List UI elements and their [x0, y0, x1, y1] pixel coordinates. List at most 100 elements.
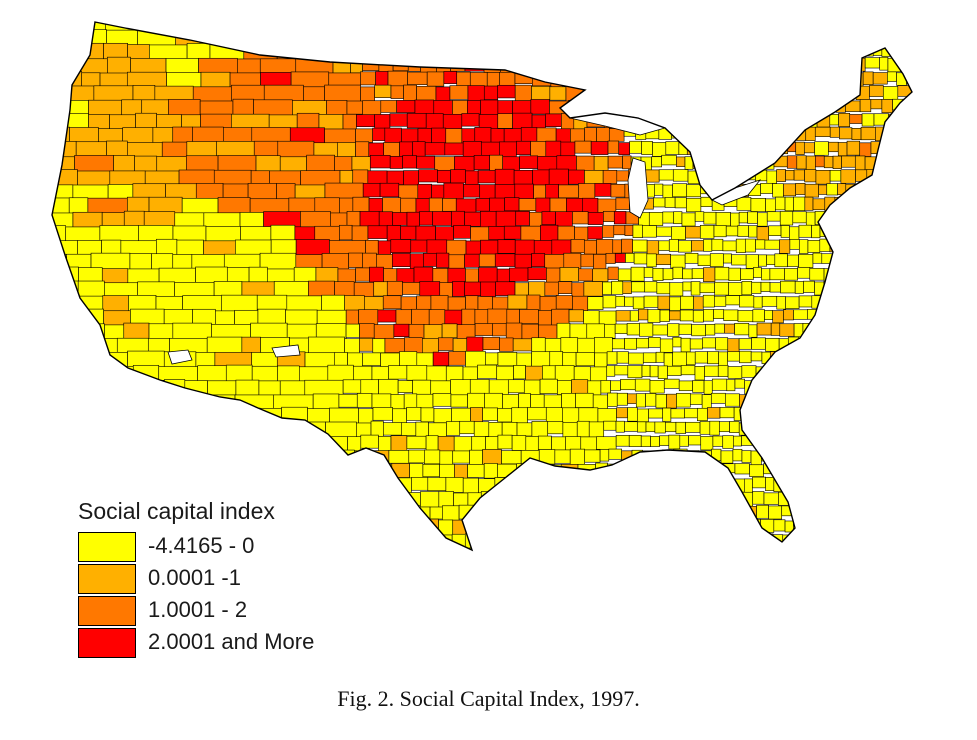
county-cell — [654, 505, 664, 518]
county-cell — [499, 490, 515, 507]
county-cell — [769, 282, 781, 293]
county-cell — [773, 126, 789, 140]
county-cell — [586, 478, 604, 494]
county-cell — [921, 198, 931, 212]
county-cell — [664, 520, 675, 531]
county-cell — [494, 168, 515, 187]
county-cell — [739, 350, 752, 364]
county-cell — [927, 86, 940, 97]
county-cell — [407, 71, 428, 85]
county-cell — [362, 352, 381, 366]
county-cell — [853, 352, 863, 363]
county-cell — [856, 225, 872, 238]
county-cell — [624, 71, 635, 87]
county-cell — [818, 184, 828, 195]
county-cell — [705, 126, 718, 138]
county-cell — [789, 22, 800, 30]
county-cell — [720, 99, 733, 111]
county-cell — [527, 267, 547, 281]
county-cell — [675, 421, 686, 434]
county-cell — [676, 478, 692, 491]
county-cell — [879, 492, 894, 504]
county-cell — [749, 464, 764, 477]
county-cell — [432, 393, 452, 407]
county-cell — [160, 393, 180, 427]
county-cell — [699, 421, 711, 435]
county-cell — [670, 408, 685, 419]
county-cell — [646, 30, 659, 41]
county-cell — [615, 197, 630, 210]
county-cell — [905, 422, 912, 435]
county-cell — [406, 113, 427, 129]
county-cell — [828, 518, 844, 532]
county-cell — [734, 378, 745, 389]
county-cell — [747, 211, 758, 224]
county-cell — [722, 435, 734, 449]
county-cell — [686, 184, 701, 198]
county-cell — [314, 436, 348, 469]
county-cell — [642, 352, 657, 363]
county-cell — [257, 422, 293, 442]
county-cell — [412, 379, 432, 396]
county-cell — [758, 22, 768, 26]
county-cell — [821, 296, 835, 310]
county-cell — [488, 226, 505, 240]
county-cell — [463, 184, 481, 198]
county-cell — [874, 547, 886, 550]
legend-item-class0: -4.4165 - 0 — [78, 532, 398, 562]
county-cell — [549, 351, 564, 368]
county-cell — [519, 155, 539, 169]
county-cell — [803, 71, 817, 82]
county-cell — [636, 337, 649, 349]
county-cell — [713, 506, 723, 521]
county-cell — [390, 85, 404, 99]
county-cell — [859, 464, 875, 475]
county-cell — [578, 407, 599, 423]
county-cell — [755, 84, 765, 100]
county-cell — [828, 141, 839, 153]
county-cell — [810, 100, 825, 112]
county-cell — [551, 534, 567, 549]
county-cell — [793, 114, 808, 126]
county-cell — [792, 492, 803, 503]
county-cell — [514, 506, 529, 525]
county-cell — [803, 58, 819, 73]
county-cell — [435, 86, 451, 102]
county-cell — [819, 86, 833, 97]
county-cell — [828, 22, 842, 29]
county-cell — [818, 22, 829, 29]
county-cell — [494, 253, 516, 267]
county-cell — [682, 281, 692, 292]
county-cell — [547, 421, 564, 435]
county-cell — [652, 142, 667, 157]
county-cell — [804, 450, 816, 463]
county-cell — [832, 420, 844, 435]
legend-title: Social capital index — [78, 498, 275, 524]
county-cell — [475, 198, 490, 212]
county-cell — [788, 351, 804, 362]
county-cell — [423, 324, 443, 340]
county-cell — [861, 113, 875, 127]
county-cell — [370, 450, 390, 464]
county-cell — [699, 491, 713, 503]
county-cell — [928, 353, 943, 363]
county-cell — [679, 435, 689, 447]
county-cell — [916, 351, 928, 362]
county-cell — [795, 183, 806, 195]
county-cell — [555, 56, 572, 73]
county-cell — [624, 296, 634, 307]
county-cell — [372, 127, 386, 141]
county-cell — [851, 128, 862, 141]
county-cell — [483, 85, 499, 100]
county-cell — [786, 155, 798, 169]
county-cell — [893, 519, 903, 534]
county-cell — [310, 29, 347, 50]
county-cell — [778, 350, 789, 363]
county-cell — [891, 42, 905, 57]
county-cell — [654, 491, 665, 502]
county-cell — [673, 492, 687, 506]
county-cell — [727, 338, 740, 353]
county-cell — [908, 281, 912, 293]
county-cell — [426, 71, 445, 87]
county-cell — [895, 254, 909, 268]
